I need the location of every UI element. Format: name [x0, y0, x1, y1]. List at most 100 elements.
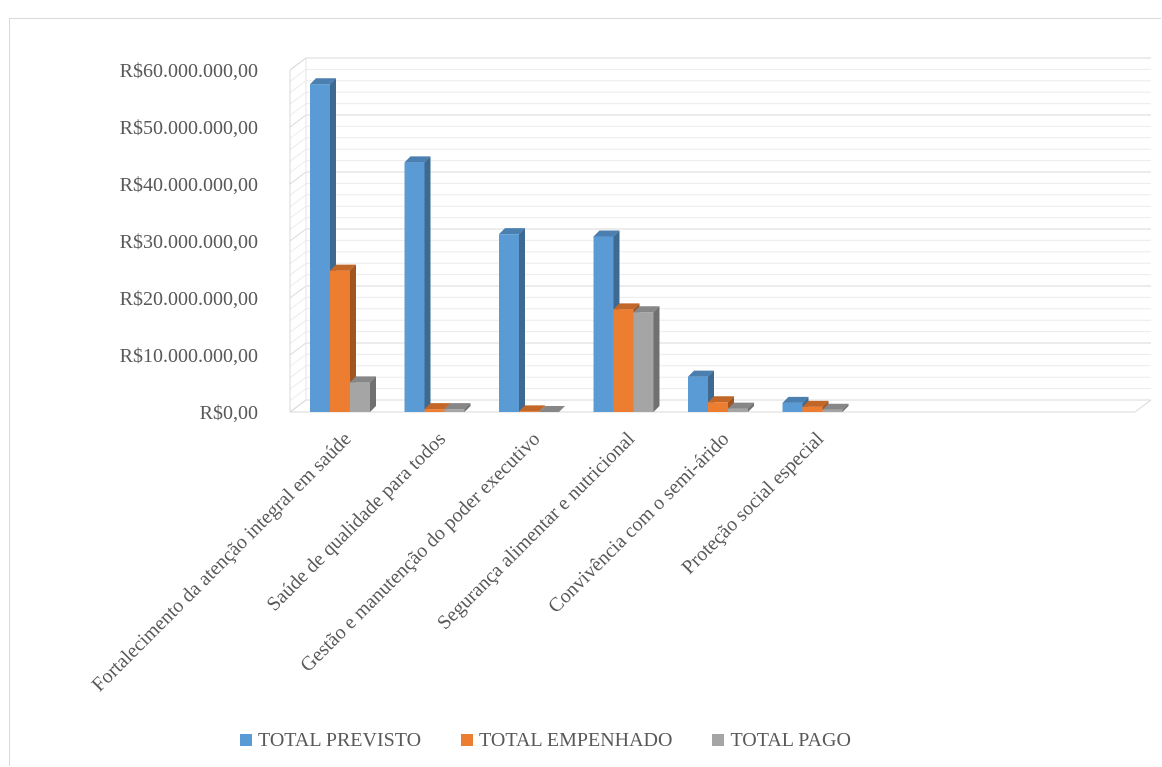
legend-swatch-previsto [240, 734, 252, 746]
bar-front [822, 409, 843, 412]
bar-previsto [688, 370, 714, 412]
gridline-side [289, 376, 307, 390]
legend-item-pago: TOTAL PAGO [712, 729, 851, 752]
gridline-side [289, 239, 307, 253]
bar-front [404, 162, 425, 412]
gridline-side [289, 308, 307, 322]
gridline-side [289, 228, 307, 242]
gridline-side [289, 205, 307, 219]
gridline-side [289, 262, 307, 276]
bar-top [404, 156, 431, 163]
y-tick-label: R$60.000.000,00 [120, 60, 258, 82]
bar-top [330, 264, 356, 271]
legend-label-previsto: TOTAL PREVISTO [258, 728, 422, 751]
bar-top [350, 376, 376, 383]
bar-top [613, 303, 640, 310]
gridline-side [289, 388, 307, 402]
gridline-side [289, 114, 307, 128]
y-tick-label: R$10.000.000,00 [120, 345, 258, 367]
y-tick-label: R$0,00 [200, 402, 258, 424]
bar-pago [728, 402, 754, 412]
gridline-side [289, 182, 307, 196]
gridlines [289, 57, 1151, 413]
bar-front [424, 409, 445, 412]
bar-front [444, 409, 465, 412]
bar-front [593, 236, 614, 412]
bar-side [519, 228, 525, 412]
bar-side [842, 403, 849, 412]
bar-front [310, 84, 330, 412]
legend-swatch-pago [712, 734, 725, 746]
gridline-side [289, 217, 307, 231]
bar-side [350, 264, 356, 412]
bar-pago [539, 406, 565, 412]
gridline-side [289, 194, 307, 208]
bar-pago [444, 403, 471, 412]
bar-front [519, 411, 539, 412]
bar-top [633, 306, 660, 313]
gridline-side [289, 148, 307, 162]
legend: TOTAL PREVISTO TOTAL EMPENHADO TOTAL PAG… [240, 726, 851, 754]
y-tick-label: R$40.000.000,00 [120, 174, 258, 196]
bar-empenhado [519, 405, 545, 412]
bar-top [519, 405, 545, 412]
x-tick-label: Segurança alimentar e nutricional [433, 428, 639, 634]
bar-top [708, 396, 734, 403]
gridline-side [289, 171, 307, 185]
x-tick-label: Convivência com o semi-árido [544, 428, 734, 618]
side-wall-bottom [289, 399, 307, 413]
bar-side [539, 405, 545, 412]
gridline-side [289, 296, 307, 310]
gridline-side [289, 103, 307, 116]
gridline-side [289, 285, 307, 299]
gridline-side [289, 365, 307, 379]
legend-item-previsto: TOTAL PREVISTO [240, 729, 421, 752]
bar-side [748, 402, 754, 412]
bar-front [782, 402, 803, 412]
bar-front [688, 376, 708, 412]
gridline-side [289, 160, 307, 174]
bar-pago [633, 306, 660, 412]
gridline-side [289, 274, 307, 288]
bar-top [728, 402, 754, 409]
bar-front [330, 270, 350, 412]
legend-label-empenhado: TOTAL EMPENHADO [479, 728, 673, 751]
y-tick-label: R$20.000.000,00 [120, 288, 258, 310]
y-tick-label: R$50.000.000,00 [120, 117, 258, 139]
bar-front [728, 408, 748, 412]
bar-top [688, 370, 714, 377]
bar-top [802, 400, 829, 407]
bar-top [539, 406, 565, 412]
gridline-side [289, 91, 307, 105]
bar-side [424, 156, 431, 412]
legend-item-empenhado: TOTAL EMPENHADO [461, 729, 672, 752]
y-tick-label: R$30.000.000,00 [120, 231, 258, 253]
bar-top [782, 396, 809, 403]
bar-top [593, 230, 620, 237]
gridline-side [289, 331, 307, 345]
bar-top [444, 403, 471, 410]
gridline-side [289, 137, 307, 151]
x-axis-ticks: Fortalecimento da atenção integral em sa… [87, 428, 828, 696]
bar-top [822, 403, 849, 410]
bar-previsto [499, 228, 525, 412]
bar-front [499, 234, 519, 412]
bar-top [310, 78, 336, 85]
bars [310, 78, 849, 412]
bar-top [499, 228, 525, 235]
gridline-side [289, 80, 307, 94]
y-axis-ticks: R$0,00 R$10.000.000,00 R$20.000.000,00 R$30… [120, 60, 258, 424]
gridline-side [289, 342, 307, 356]
bar-pago [822, 403, 849, 412]
bar-front [802, 406, 823, 412]
bar-front [350, 382, 370, 412]
floor-right-edge [1134, 399, 1152, 413]
bar-front [633, 312, 654, 412]
gridline-side [289, 69, 307, 82]
x-tick-label: Saúde de qualidade para todos [262, 428, 450, 616]
bar-side [653, 306, 660, 412]
chart-frame [9, 18, 1161, 766]
bar-side [370, 376, 376, 412]
gridline-side [289, 126, 307, 139]
